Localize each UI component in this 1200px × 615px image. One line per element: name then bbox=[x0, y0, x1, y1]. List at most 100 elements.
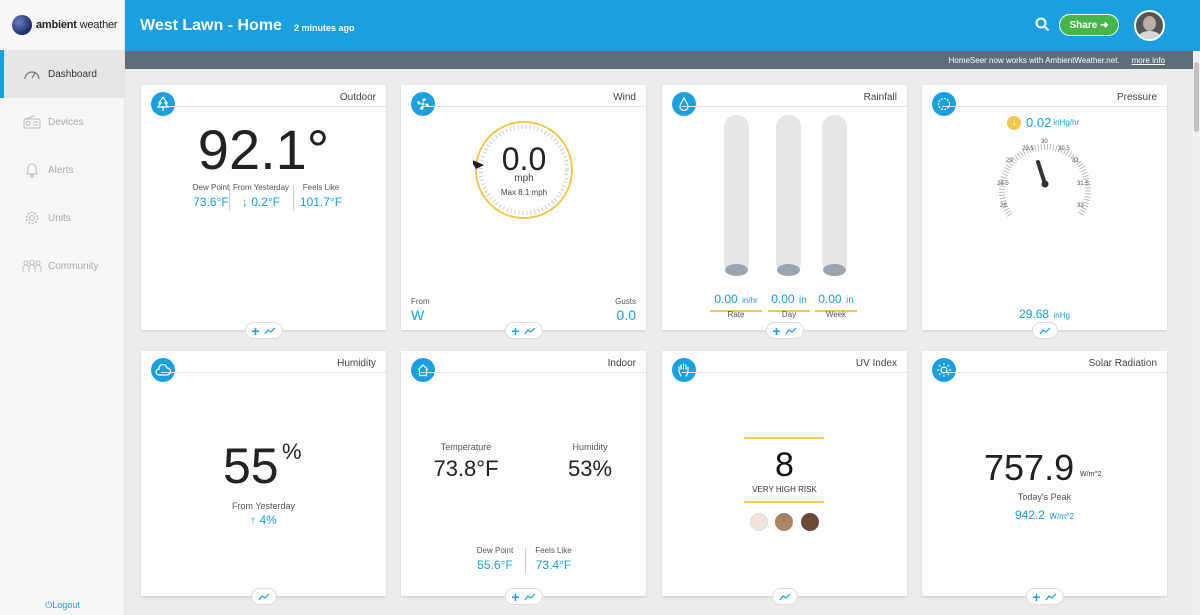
pressure-tick-28: 28 bbox=[1000, 203, 1007, 209]
indoor-humidity-value: 53% bbox=[567, 456, 613, 481]
add-icon[interactable]: + bbox=[511, 588, 520, 605]
rain-rate-label: Rate bbox=[727, 310, 745, 319]
rain-week-tube bbox=[822, 115, 847, 276]
cloud-icon bbox=[151, 358, 175, 382]
card-actions[interactable] bbox=[1031, 322, 1058, 340]
rain-rate: 0.00 in/hr bbox=[710, 290, 762, 312]
card-title: UV Index bbox=[855, 358, 897, 369]
card-actions[interactable] bbox=[771, 588, 798, 606]
feels-like-label: Feels Like bbox=[302, 183, 340, 192]
pressure-tick-29-5: 29.5 bbox=[1022, 146, 1034, 152]
chart-icon[interactable] bbox=[1039, 322, 1051, 340]
chart-icon[interactable] bbox=[264, 322, 276, 340]
speedometer-icon bbox=[22, 64, 42, 84]
chart-icon[interactable] bbox=[1045, 588, 1057, 606]
add-icon[interactable]: + bbox=[772, 322, 781, 339]
indoor-humidity-label: Humidity bbox=[572, 442, 608, 452]
chart-icon[interactable] bbox=[779, 588, 791, 606]
card-title: Humidity bbox=[337, 358, 376, 369]
outdoor-temperature: 92.1° bbox=[197, 118, 330, 181]
gusts-label: Gusts bbox=[615, 297, 636, 306]
humidity-value: 55 bbox=[223, 438, 279, 494]
gear-icon bbox=[22, 208, 42, 228]
logout-link[interactable]: ⏻Logout bbox=[45, 600, 80, 610]
radio-icon bbox=[22, 112, 42, 132]
todays-peak: 942.2 W/m^2 bbox=[1014, 508, 1075, 522]
skin-tone-dark bbox=[801, 513, 819, 531]
sidebar: ambient weather Dashboard Devices Alerts… bbox=[0, 0, 125, 615]
todays-peak-label: Today's Peak bbox=[1017, 492, 1072, 502]
power-icon: ⏻ bbox=[45, 600, 53, 610]
indoor-card: Indoor Temperature 73.8°F Humidity 53% D… bbox=[401, 351, 646, 605]
solar-unit: W/m^2 bbox=[1080, 471, 1102, 478]
search-icon[interactable] bbox=[1035, 17, 1050, 37]
card-title: Pressure bbox=[1116, 92, 1157, 103]
solar-radiation-card: Solar Radiation 757.9 W/m^2 Today's Peak… bbox=[922, 351, 1167, 605]
card-title: Solar Radiation bbox=[1088, 358, 1157, 369]
rain-rate-tube bbox=[724, 115, 749, 276]
header: West Lawn - Home 2 minutes ago Share ➜ bbox=[125, 0, 1200, 51]
share-button[interactable]: Share ➜ bbox=[1059, 14, 1119, 36]
rain-day: 0.00 in bbox=[768, 290, 810, 312]
avatar[interactable] bbox=[1134, 10, 1165, 41]
scrollbar-thumb[interactable] bbox=[1194, 62, 1199, 132]
pressure-gauge bbox=[999, 144, 1091, 217]
sidebar-item-dashboard[interactable]: Dashboard bbox=[0, 50, 124, 98]
wind-max: Max 8.1 mph bbox=[500, 188, 548, 197]
indoor-feels-like-label: Feels Like bbox=[535, 546, 572, 555]
sidebar-item-label: Devices bbox=[48, 116, 84, 128]
sidebar-item-label: Community bbox=[48, 260, 99, 272]
card-actions[interactable]: + bbox=[504, 322, 543, 340]
brand-name: ambient weather bbox=[36, 19, 118, 31]
from-yesterday-value: ↓ 0.2°F bbox=[241, 195, 281, 209]
pressure-tick-32: 32 bbox=[1077, 203, 1084, 209]
chart-icon[interactable] bbox=[524, 322, 536, 340]
sidebar-item-label: Dashboard bbox=[48, 68, 97, 80]
sidebar-item-devices[interactable]: Devices bbox=[0, 98, 124, 146]
brand-logo[interactable]: ambient weather bbox=[0, 0, 124, 50]
indoor-feels-like-value: 73.4°F bbox=[535, 558, 572, 572]
pressure-tick-31: 31 bbox=[1072, 158, 1079, 164]
wind-speed: 0.0 bbox=[501, 141, 547, 177]
add-icon[interactable]: + bbox=[511, 322, 520, 339]
card-actions[interactable] bbox=[250, 588, 277, 606]
uv-risk: VERY HIGH RISK bbox=[752, 485, 817, 494]
skin-tone-medium bbox=[775, 513, 793, 531]
chart-icon[interactable] bbox=[524, 588, 536, 606]
humidity-card: Humidity 55 % From Yesterday ↑ 4% bbox=[141, 351, 386, 605]
pressure-tick-31-5: 31.5 bbox=[1077, 181, 1089, 187]
add-icon[interactable]: + bbox=[251, 322, 260, 339]
card-actions[interactable]: + bbox=[504, 588, 543, 606]
card-title: Rainfall bbox=[863, 92, 897, 103]
wind-unit: mph bbox=[514, 173, 534, 184]
sidebar-item-alerts[interactable]: Alerts bbox=[0, 146, 124, 194]
scrollbar-track[interactable] bbox=[1193, 51, 1200, 615]
dew-point-value: 73.6°F bbox=[193, 195, 229, 209]
uv-index-card: UV Index 8 VERY HIGH RISK bbox=[662, 351, 907, 605]
skin-tone-light bbox=[750, 513, 768, 531]
chart-icon[interactable] bbox=[785, 322, 797, 340]
chart-icon[interactable] bbox=[258, 588, 270, 606]
sidebar-item-units[interactable]: Units bbox=[0, 194, 124, 242]
add-icon[interactable]: + bbox=[1032, 588, 1041, 605]
pressure-value: 29.68 inHg bbox=[1019, 307, 1070, 321]
card-title: Wind bbox=[613, 92, 636, 103]
pressure-trend: ↓ 0.02 inHg/hr bbox=[1007, 115, 1079, 130]
more-info-link[interactable]: more info bbox=[1131, 55, 1165, 65]
droplet-icon bbox=[672, 92, 696, 116]
gusts-value: 0.0 bbox=[616, 307, 636, 323]
card-actions[interactable]: + bbox=[244, 322, 283, 340]
rain-week-label: Week bbox=[825, 310, 847, 319]
sidebar-item-community[interactable]: Community bbox=[0, 242, 124, 290]
wind-direction: W bbox=[411, 307, 425, 323]
card-actions[interactable]: + bbox=[765, 322, 804, 340]
sun-icon bbox=[932, 358, 956, 382]
tree-icon bbox=[151, 92, 175, 116]
pressure-card: Pressure ↓ 0.02 inHg/hr 28 28.5 29 29.5 3… bbox=[922, 85, 1167, 339]
from-label: From bbox=[411, 297, 430, 306]
last-updated: 2 minutes ago bbox=[293, 22, 355, 33]
pressure-tick-30: 30 bbox=[1041, 139, 1048, 145]
globe-logo-icon bbox=[12, 15, 32, 35]
card-actions[interactable]: + bbox=[1025, 588, 1064, 606]
indoor-dew-point-value: 55.6°F bbox=[477, 558, 513, 572]
